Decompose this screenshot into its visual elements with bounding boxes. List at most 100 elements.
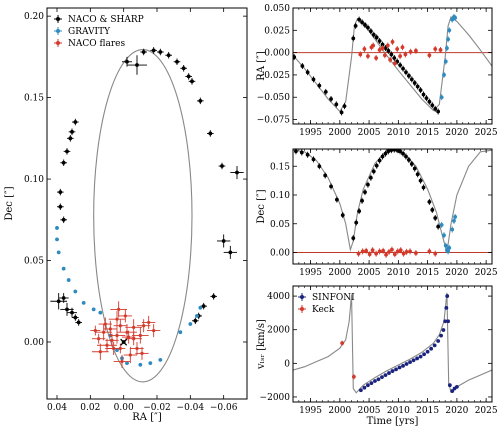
orbit-point-1-18 (195, 314, 199, 318)
dec-vs-time-point-0-10 (354, 220, 359, 225)
dec-vs-time-point-2-8 (384, 252, 388, 257)
orbit-point-1-1 (55, 237, 59, 242)
dec-vs-time-xtick-label: 2000 (328, 268, 351, 278)
dec-vs-time-point-2-16 (408, 249, 412, 254)
dec-vs-time-point-0-5 (323, 173, 328, 178)
vlsr-vs-time-xtick-label: 2000 (328, 406, 351, 416)
orbit-point-1-12 (125, 361, 129, 366)
dec-vs-time-point-2-18 (427, 249, 432, 254)
ra-vs-time-point-0-30 (409, 77, 414, 82)
dec-vs-time-point-0-17 (374, 163, 379, 168)
ra-vs-time-point-0-13 (360, 20, 364, 25)
orbit-point-1-19 (198, 305, 203, 310)
orbit-point-2-12 (135, 346, 139, 351)
dec-vs-time-point-2-6 (377, 249, 382, 254)
vlsr-vs-time-point-0-10 (394, 367, 398, 372)
dec-vs-time-point-0-37 (436, 224, 441, 229)
vlsr-vs-time-xtick-label: 2025 (475, 406, 498, 416)
vlsr-vs-time-point-0-8 (387, 371, 391, 375)
orbit-point-0-4 (158, 50, 163, 54)
vlsr-vs-time-point-0-17 (418, 354, 423, 359)
orbit-legend-label-1: GRAVITY (68, 27, 111, 37)
orbit-xtick-label: −0.06 (210, 403, 238, 413)
orbit-point-2-15 (147, 320, 151, 325)
ra-vs-time-point-0-0 (293, 55, 297, 59)
orbit-point-0-26 (70, 129, 74, 134)
vlsr-vs-time-xtick-label: 2005 (358, 406, 381, 416)
dec-vs-time-point-0-15 (368, 175, 373, 180)
ra-vs-time-point-0-3 (311, 77, 316, 82)
ra-vs-time-point-2-11 (390, 40, 395, 44)
orbit-point-1-6 (81, 300, 86, 305)
ra-vs-time-point-0-22 (386, 48, 391, 53)
vlsr-vs-time-point-0-24 (441, 328, 446, 332)
dec-vs-time-point-0-30 (412, 166, 417, 171)
dec-vs-time-xtick-label: 2005 (358, 268, 381, 278)
dec-vs-time-point-2-10 (390, 247, 394, 252)
ra-vs-time-point-0-8 (339, 110, 344, 115)
ra-vs-time-point-0-7 (334, 102, 339, 107)
ra-vs-time-point-0-34 (421, 92, 426, 97)
ra-vs-time-point-0-18 (374, 35, 379, 40)
vlsr-vs-time-legend-dot (300, 307, 304, 311)
orbit-point-0-30 (65, 307, 69, 312)
ra-vs-time-point-2-7 (380, 46, 385, 51)
vlsr-vs-time-xtick-label: 1995 (299, 406, 322, 416)
orbit-ylabel: Dec [″] (4, 186, 15, 220)
dec-vs-time-point-0-23 (392, 149, 397, 152)
ra-vs-time-point-0-26 (398, 63, 403, 68)
dec-vs-time-point-0-13 (363, 190, 367, 195)
dec-vs-time-xtick-label: 2020 (445, 268, 468, 278)
dec-vs-time-point-0-1 (299, 150, 304, 155)
orbit-point-0-32 (73, 315, 78, 320)
ra-vs-time-point-0-12 (357, 17, 362, 22)
orbit-point-2-23 (140, 351, 144, 355)
ra-vs-time-point-0-20 (380, 42, 385, 47)
dec-vs-time-point-1-2 (443, 243, 448, 248)
orbit-xtick-label: −0.04 (177, 403, 205, 413)
vlsr-vs-time-point-0-11 (397, 365, 402, 370)
panel-dec-vs-time: 1995 2000 2005 2010 2015 2020 2025 0.00 0.05 0.10… (256, 148, 498, 278)
ra-vs-time-point-2-12 (392, 61, 397, 66)
ra-vs-time-point-0-37 (430, 103, 435, 108)
dec-vs-time-point-2-14 (401, 251, 406, 256)
dec-vs-time-point-2-2 (364, 248, 369, 253)
orbit-point-2-3 (118, 324, 122, 328)
ra-vs-time-point-0-15 (366, 25, 370, 30)
orbit-ellipse (93, 48, 193, 383)
dec-vs-time-ylabel: Dec [″] (256, 189, 267, 223)
dec-vs-time-point-0-11 (357, 209, 362, 214)
dec-vs-time-point-0-34 (427, 200, 432, 204)
ra-vs-time-point-1-0 (439, 95, 444, 100)
vlsr-vs-time-point-0-13 (404, 362, 409, 366)
ra-vs-time-point-0-27 (401, 66, 405, 71)
orbit-point-2-20 (103, 322, 107, 326)
orbit-point-2-21 (123, 314, 127, 318)
ra-vs-time-point-2-18 (414, 48, 418, 53)
orbit-point-1-2 (56, 250, 61, 255)
ra-vs-time-point-2-16 (403, 52, 408, 57)
orbit-point-0-31 (70, 310, 74, 315)
orbit-point-2-1 (112, 346, 116, 351)
ra-vs-time-point-2-15 (400, 45, 405, 50)
orbit-point-0-10 (198, 98, 203, 103)
dec-vs-time-point-2-13 (398, 248, 403, 253)
ra-vs-time-point-1-2 (443, 59, 448, 64)
orbit-point-0-2 (141, 50, 146, 54)
dec-vs-time-point-0-33 (421, 185, 426, 190)
dec-vs-time-point-2-19 (433, 251, 438, 256)
vlsr-vs-time-point-1-0 (340, 341, 345, 346)
vlsr-vs-time-point-0-4 (373, 379, 377, 383)
orbit-point-0-17 (201, 304, 206, 309)
orbit-point-1-13 (138, 362, 143, 367)
ra-vs-time-ytick-label: −0.050 (257, 93, 291, 103)
orbit-point-2-10 (142, 324, 146, 328)
ra-vs-time-point-0-16 (368, 29, 373, 34)
vlsr-vs-time-point-0-19 (425, 349, 430, 354)
dec-vs-time-xtick-label: 1995 (299, 268, 322, 278)
ra-vs-time-point-2-5 (374, 56, 379, 60)
orbit-point-2-7 (105, 343, 109, 347)
ra-vs-time-point-0-33 (418, 88, 423, 92)
orbit-legend-dot (56, 17, 60, 21)
vlsr-vs-time-ytick-label: 2000 (267, 326, 290, 336)
